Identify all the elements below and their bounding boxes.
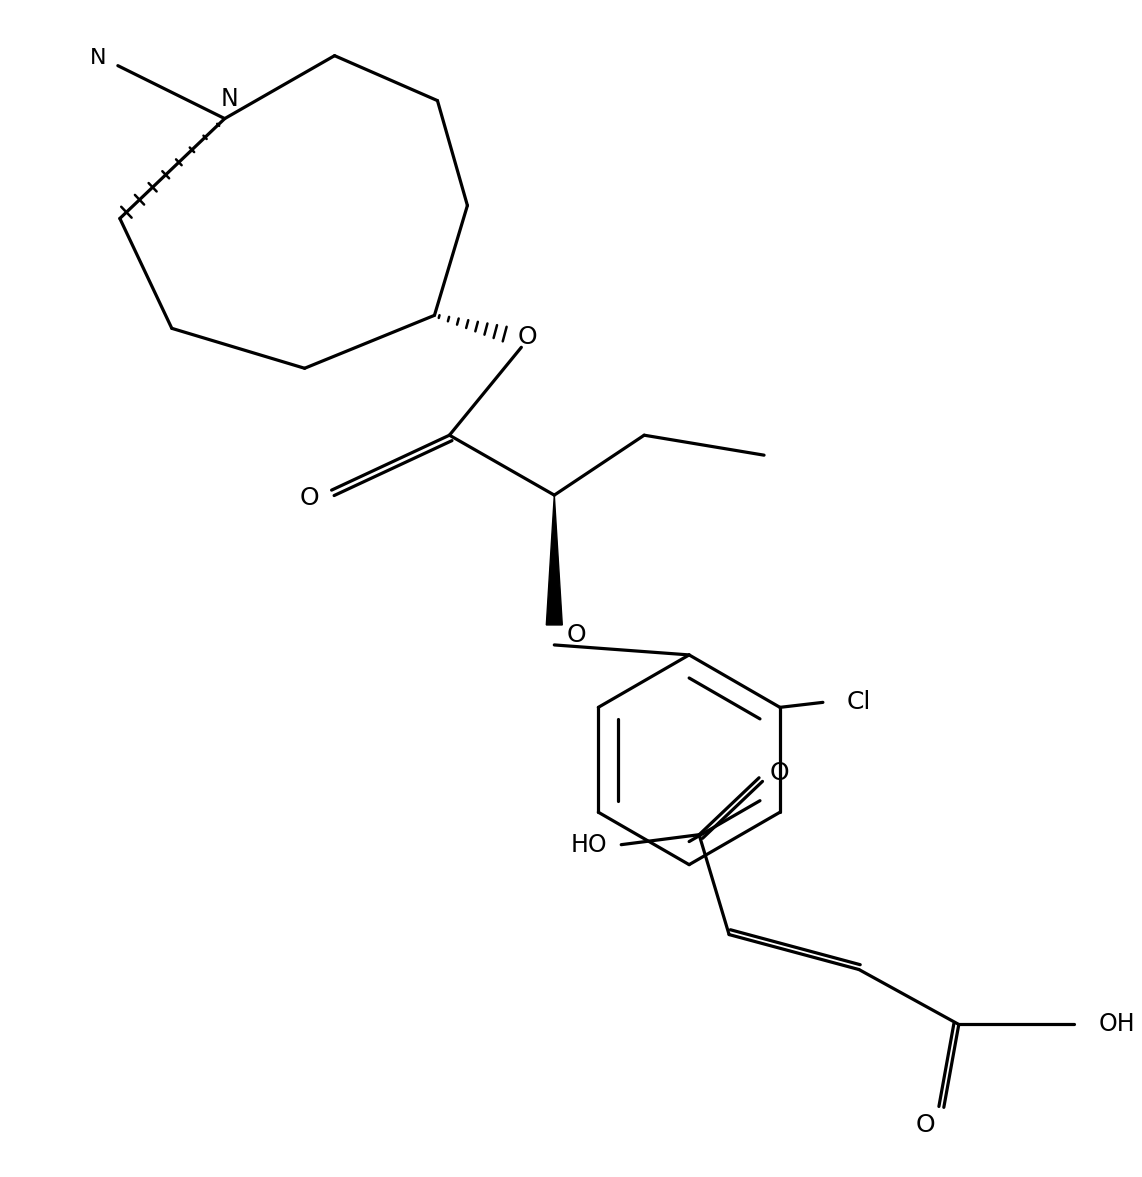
Text: O: O <box>916 1113 935 1137</box>
Text: Cl: Cl <box>847 691 871 714</box>
Text: OH: OH <box>1099 1012 1135 1037</box>
Text: N: N <box>220 87 239 111</box>
Text: O: O <box>517 325 537 350</box>
Text: HO: HO <box>571 832 608 857</box>
Text: O: O <box>770 760 789 785</box>
Polygon shape <box>546 496 562 625</box>
Text: O: O <box>566 623 586 647</box>
Text: O: O <box>300 486 320 510</box>
Text: N: N <box>89 47 106 67</box>
